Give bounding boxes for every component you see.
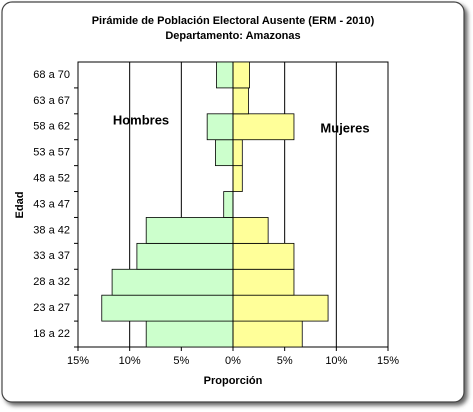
bar [111, 268, 234, 296]
y-tick-label: 48 a 52 [33, 172, 70, 184]
legend-label: Hombres [113, 112, 169, 127]
chart-title: Pirámide de Población Electoral Ausente … [92, 15, 375, 27]
chart-subtitle: Departamento: Amazonas [165, 30, 300, 42]
bar [145, 320, 234, 348]
bar [232, 242, 295, 270]
bar [232, 165, 243, 192]
bar [232, 113, 295, 141]
bar [232, 217, 269, 244]
x-tick-label: 0% [225, 355, 241, 367]
y-tick-label: 38 a 42 [33, 224, 70, 236]
bar [101, 294, 234, 322]
x-tick-label: 10% [119, 355, 141, 367]
y-tick-label: 68 a 70 [33, 69, 70, 81]
x-tick-label: 5% [277, 355, 293, 367]
legend-label: Mujeres [320, 120, 369, 135]
bar [232, 294, 329, 322]
bar [223, 191, 234, 218]
x-axis-title: Proporción [204, 375, 263, 387]
bar [232, 87, 249, 115]
y-tick-label: 53 a 57 [33, 147, 70, 159]
bar [136, 242, 234, 270]
y-tick-label: 63 a 67 [33, 95, 70, 107]
y-tick-label: 43 a 47 [33, 198, 70, 210]
bar [206, 113, 234, 141]
x-tick-label: 15% [67, 355, 89, 367]
bar [232, 268, 295, 296]
y-tick-label: 33 a 37 [33, 250, 70, 262]
bar [215, 139, 234, 167]
bar [145, 217, 234, 244]
x-tick-label: 15% [377, 355, 399, 367]
y-tick-label: 23 a 27 [33, 302, 70, 314]
bar [232, 320, 303, 348]
x-tick-label: 5% [173, 355, 189, 367]
y-axis-title: Edad [14, 192, 26, 219]
y-tick-label: 58 a 62 [33, 121, 70, 133]
bar [216, 61, 234, 89]
bar [232, 61, 250, 89]
y-tick-label: 28 a 32 [33, 276, 70, 288]
y-tick-label: 18 a 22 [33, 328, 70, 340]
bar [232, 139, 243, 167]
x-tick-label: 10% [325, 355, 347, 367]
